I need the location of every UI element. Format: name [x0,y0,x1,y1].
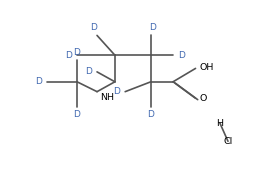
Text: D: D [73,48,81,57]
Text: D: D [178,51,185,60]
Text: NH: NH [100,93,114,102]
Text: D: D [147,110,154,119]
Text: D: D [113,87,120,96]
Text: D: D [73,110,81,119]
Text: D: D [35,77,42,86]
Text: H: H [217,119,223,128]
Text: OH: OH [200,63,214,72]
Text: D: D [149,23,156,32]
Text: D: D [65,51,72,60]
Text: Cl: Cl [223,137,233,146]
Text: O: O [200,94,207,103]
Text: D: D [90,23,97,32]
Text: D: D [85,67,92,76]
